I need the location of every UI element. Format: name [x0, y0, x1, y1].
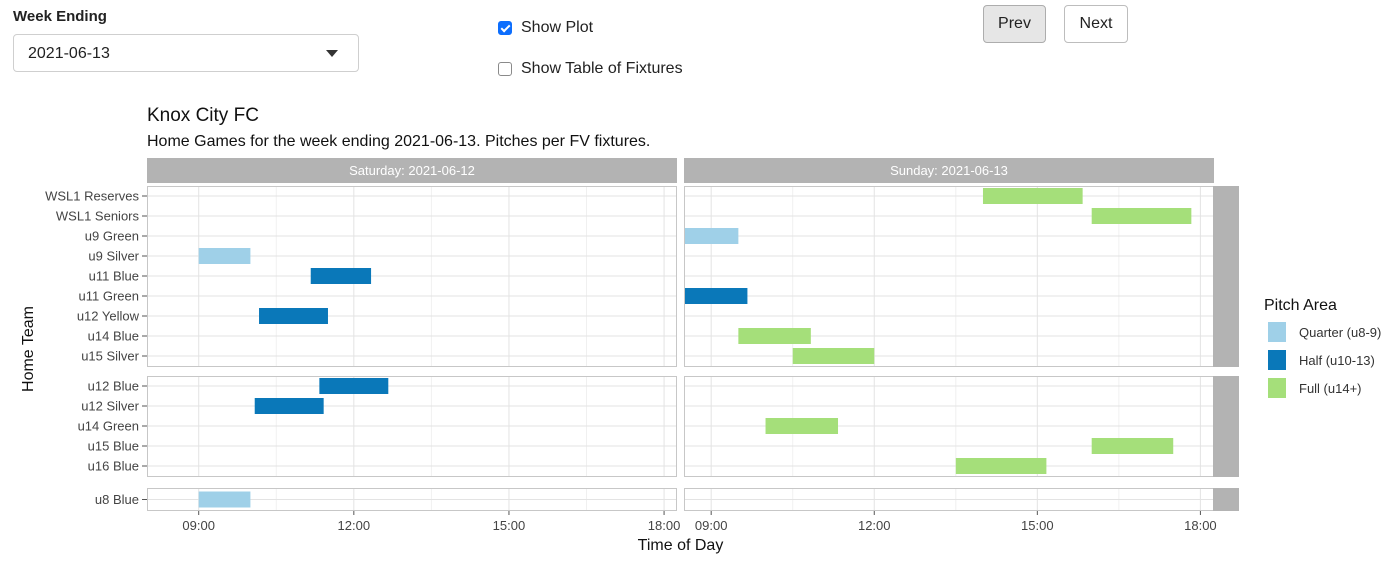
team-tick-label: u11 Green [79, 289, 139, 304]
team-tick-label: u11 Blue [89, 269, 139, 284]
pitch-strip [1213, 376, 1239, 477]
team-tick-label: u9 Green [85, 229, 139, 244]
day-strip [147, 158, 677, 183]
fixture-bar [259, 308, 328, 324]
panel-border [147, 186, 677, 367]
week-ending-label: Week Ending [13, 8, 107, 25]
team-tick-label: u9 Silver [88, 249, 139, 264]
team-tick-label: WSL1 Reserves [45, 189, 139, 204]
team-tick-label: u15 Blue [88, 439, 139, 454]
fixture-bar [1091, 208, 1192, 224]
week-ending-value: 2021-06-13 [28, 45, 110, 62]
fixture-bar [254, 398, 324, 414]
panel-border [147, 376, 677, 477]
show-plot-option[interactable]: Show Plot [498, 19, 593, 37]
team-tick-label: u12 Yellow [77, 309, 140, 324]
legend-title: Pitch Area [1264, 297, 1337, 314]
time-tick-label: 18:00 [648, 518, 681, 533]
fixture-bar [198, 248, 251, 264]
team-tick-label: u12 Blue [88, 379, 139, 394]
fixture-bar [319, 378, 389, 394]
time-tick-label: 09:00 [695, 518, 728, 533]
legend-label: Half (u10-13) [1299, 353, 1375, 368]
fixture-bar [765, 418, 839, 434]
legend-swatch [1268, 350, 1286, 370]
day-strip-label: Sunday: 2021-06-13 [890, 163, 1008, 178]
fixture-bar [792, 348, 875, 364]
legend-label: Full (u14+) [1299, 381, 1362, 396]
fixture-bar [955, 458, 1047, 474]
time-tick-label: 12:00 [338, 518, 371, 533]
legend-swatch [1268, 322, 1286, 342]
fixture-bar [1091, 438, 1174, 454]
team-tick-label: WSL1 Seniors [56, 209, 140, 224]
panel-border [147, 488, 677, 511]
show-table-option[interactable]: Show Table of Fixtures [498, 60, 683, 78]
fixture-bar [982, 188, 1083, 204]
show-plot-label: Show Plot [521, 19, 594, 36]
week-ending-select[interactable]: 2021-06-13 [13, 34, 359, 72]
team-tick-label: u15 Silver [81, 349, 139, 364]
chart-subtitle: Home Games for the week ending 2021-06-1… [147, 133, 650, 150]
pitch-strip [1213, 488, 1239, 511]
fixture-bar [198, 491, 251, 508]
time-tick-label: 15:00 [1021, 518, 1054, 533]
time-tick-label: 15:00 [493, 518, 526, 533]
time-tick-label: 09:00 [182, 518, 215, 533]
day-strip-label: Saturday: 2021-06-12 [349, 163, 475, 178]
y-axis-title: Home Team [20, 306, 37, 392]
chevron-down-icon [326, 50, 338, 57]
next-button[interactable]: Next [1064, 5, 1128, 43]
time-tick-label: 18:00 [1184, 518, 1217, 533]
time-tick-label: 12:00 [858, 518, 891, 533]
fixture-bar [684, 288, 748, 304]
fixture-bar [684, 228, 739, 244]
prev-button[interactable]: Prev [983, 5, 1046, 43]
fixture-bar [310, 268, 372, 284]
show-table-label: Show Table of Fixtures [521, 60, 683, 77]
team-tick-label: u14 Blue [88, 329, 139, 344]
show-table-checkbox[interactable] [498, 62, 512, 76]
team-tick-label: u14 Green [78, 419, 139, 434]
team-tick-label: u8 Blue [95, 492, 139, 507]
team-tick-label: u16 Blue [88, 459, 139, 474]
show-plot-checkbox[interactable] [498, 21, 512, 35]
legend-swatch [1268, 378, 1286, 398]
day-strip [684, 158, 1214, 183]
team-tick-label: u12 Silver [81, 399, 139, 414]
x-axis-title: Time of Day [638, 537, 724, 554]
legend-label: Quarter (u8-9) [1299, 325, 1381, 340]
fixture-bar [738, 328, 811, 344]
chart-title: Knox City FC [147, 105, 259, 126]
pitch-strip [1213, 186, 1239, 367]
